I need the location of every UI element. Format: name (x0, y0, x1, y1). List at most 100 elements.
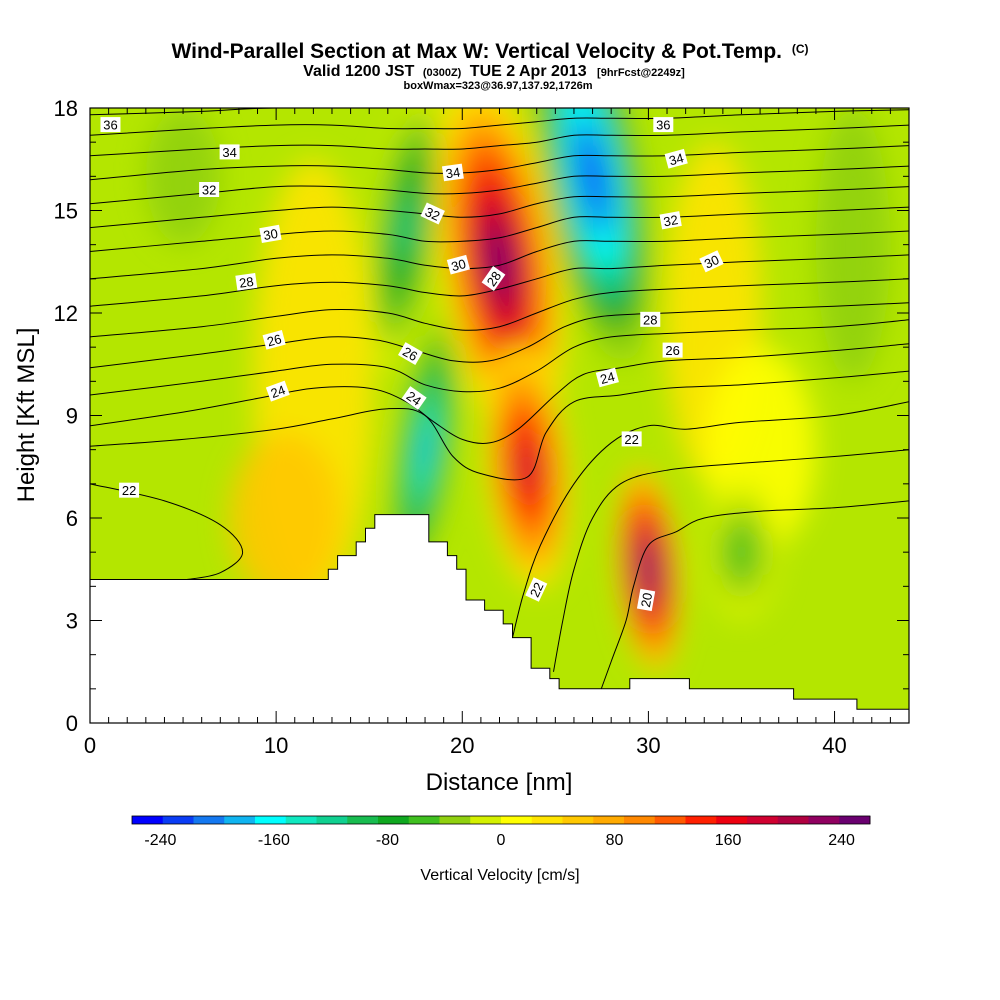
theta-contour-label: 34 (219, 144, 240, 160)
colorbar-tick-label: -80 (376, 832, 399, 849)
theta-contour-label: 32 (659, 211, 682, 229)
theta-contour-label-text: 32 (662, 212, 679, 229)
x-tick-label: 0 (84, 733, 96, 758)
chart-title: Wind-Parallel Section at Max W: Vertical… (171, 40, 808, 63)
chart-subtitle-valid: Valid 1200 JST (0300Z) TUE 2 Apr 2013 [9… (303, 63, 685, 80)
colorbar-swatch (255, 816, 287, 824)
theta-contour-label-text: 36 (103, 118, 117, 133)
colorbar-swatch (439, 816, 471, 824)
colorbar-swatch (839, 816, 871, 824)
updraft-cell (643, 552, 654, 587)
theta-contour-label: 28 (235, 272, 258, 291)
theta-contour-label-text: 34 (222, 145, 236, 160)
theta-contour-label: 20 (636, 588, 655, 612)
colorbar-swatch (285, 816, 317, 824)
colorbar-swatch (316, 816, 348, 824)
theta-contour-label: 24 (401, 386, 427, 410)
theta-contour-label: 36 (100, 117, 121, 133)
colorbar-swatch (408, 816, 440, 824)
theta-contour-line (512, 401, 909, 638)
x-tick-label: 20 (450, 733, 474, 758)
theta-contour-label: 34 (664, 148, 688, 169)
theta-contour-line (90, 254, 909, 307)
theta-contour-line (553, 449, 909, 672)
colorbar-swatch (501, 816, 533, 824)
theta-contour-label: 36 (653, 117, 674, 133)
theta-contour-label-text: 30 (262, 226, 279, 243)
theta-contour-label-text: 26 (265, 331, 283, 349)
chart-subtitle-box: boxWmax=323@36.97,137.92,1726m (404, 80, 593, 92)
colorbar-tick-label: -160 (258, 832, 290, 849)
theta-contour-label: 24 (265, 380, 290, 402)
theta-contour-label-text: 30 (702, 252, 721, 272)
theta-contour-label-text: 34 (667, 150, 685, 168)
theta-contour-label-text: 34 (445, 164, 461, 181)
theta-contour-label: 34 (441, 163, 464, 181)
colorbar-frame (131, 815, 871, 825)
colorbar-tick-label: 0 (497, 832, 506, 849)
colorbar-swatch (624, 816, 656, 824)
theta-contour-label-text: 22 (122, 483, 136, 498)
theta-contour-line (90, 124, 909, 157)
theta-contour-line (90, 145, 909, 181)
theta-contour-label-text: 24 (269, 382, 288, 401)
y-tick-label: 6 (66, 506, 78, 531)
theta-contour-label: 28 (640, 311, 661, 327)
colorbar-tick-label: 240 (828, 832, 855, 849)
colorbar-swatch (808, 816, 840, 824)
colorbar-swatch (593, 816, 625, 824)
theta-contour-label-text: 24 (599, 369, 617, 387)
theta-contour-line (90, 186, 909, 229)
theta-contour-label: 32 (420, 202, 445, 225)
updraft-cell (520, 446, 535, 488)
downdraft-cell (735, 540, 748, 564)
colorbar-swatch (747, 816, 779, 824)
theta-contour-label-text: 20 (638, 592, 655, 609)
theta-contour-line (90, 319, 909, 396)
theta-contour-label: 22 (525, 577, 548, 602)
y-tick-label: 0 (66, 711, 78, 736)
x-axis-ticks: 0 10 20 30 40 (84, 108, 910, 758)
theta-contour-line (90, 370, 909, 481)
x-tick-label: 40 (822, 733, 846, 758)
field-patch (145, 108, 221, 245)
colorbar-swatch (132, 816, 164, 824)
theta-contour-line (90, 278, 909, 338)
colorbar-label: Vertical Velocity [cm/s] (420, 867, 579, 884)
theta-contour-label: 30 (259, 224, 282, 243)
y-tick-label: 18 (54, 96, 78, 121)
colorbar-swatch (654, 816, 686, 824)
colorbar-swatch (716, 816, 748, 824)
theta-contour-label-text: 28 (643, 312, 657, 327)
y-tick-label: 12 (54, 301, 78, 326)
downdraft-cell (399, 203, 413, 252)
y-axis-label: Height [Kft MSL] (13, 328, 40, 503)
field-patch (229, 432, 342, 604)
colorbar-swatch (685, 816, 717, 824)
colorbar-swatch (193, 816, 225, 824)
x-axis-label: Distance [nm] (426, 769, 573, 796)
colorbar-swatch (777, 816, 809, 824)
theta-contour-label-text: 26 (665, 343, 679, 358)
theta-contour-label-text: 30 (450, 256, 468, 274)
terrain-mask (90, 514, 909, 723)
colorbar-swatch (562, 816, 594, 824)
colorbar-swatch (531, 816, 563, 824)
theta-contour-line (595, 500, 909, 703)
theta-contour-label-text: 22 (624, 432, 638, 447)
theta-contour-label-text: 28 (484, 269, 505, 289)
theta-contour-label: 24 (595, 367, 619, 388)
theta-contour-line (90, 230, 909, 280)
colorbar-swatch (378, 816, 410, 824)
theta-contour-label-text: 32 (423, 204, 442, 224)
colorbar-tick-label: -240 (144, 832, 176, 849)
colorbar-swatch (162, 816, 194, 824)
theta-contour-labels: 36 34 32 30 28 26 24 22 34 32 30 28 26 24 36 34 32 30 28 26… (100, 117, 724, 612)
colorbar-tick-label: 160 (715, 832, 742, 849)
theta-contour-label: 26 (662, 342, 683, 358)
y-tick-label: 3 (66, 609, 78, 634)
colorbar: -240 -160 -80 0 80 160 240 (131, 815, 871, 849)
theta-contour-label: 32 (199, 182, 220, 198)
theta-contour-label-text: 32 (202, 183, 216, 198)
x-tick-label: 10 (264, 733, 288, 758)
